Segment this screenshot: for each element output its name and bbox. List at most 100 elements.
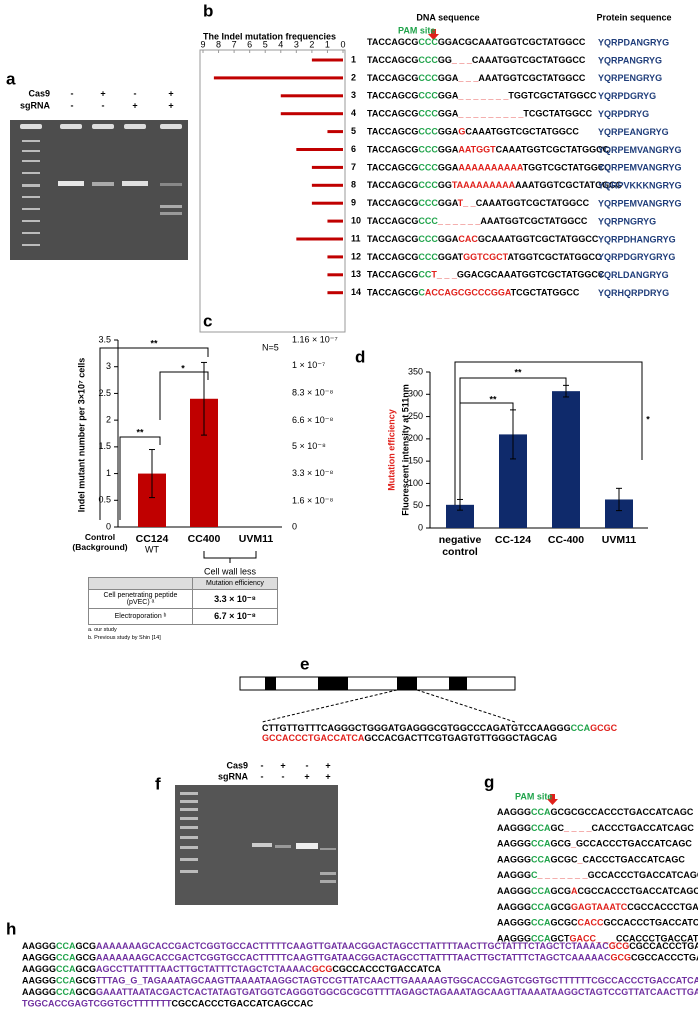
y-tick-label: 50 [413, 500, 423, 510]
row-number: 13 [351, 269, 361, 279]
panel-label: g [484, 772, 494, 791]
sequence-segment: CGCCACCCTGACCATCAGC [627, 902, 698, 912]
x-tick-label: negative control [438, 534, 482, 559]
sequence-segment: GCG [76, 964, 97, 974]
sequence-segment: TACCAGCG [367, 91, 418, 101]
group-bracket [203, 551, 257, 563]
protein-sequence: YQRLDANGRYG [598, 270, 669, 280]
y-tick-label: 200 [408, 433, 423, 443]
sequence-segment: TACCAGCG [367, 216, 418, 226]
sequence-segment: GGA [438, 73, 459, 83]
sequence-segment: CCC [418, 73, 438, 83]
bar [327, 130, 343, 134]
bar [327, 219, 343, 223]
x-tick-label: Control (Background) [72, 532, 128, 552]
sequence-segment: AAGGG [22, 987, 56, 997]
efficiency-table: Mutation efficiency Cell penetrating pep… [88, 577, 279, 642]
sequence-segment: CCA [531, 886, 551, 896]
sequence-segment: GGA [438, 91, 459, 101]
sequence-segment: AAGGG [497, 823, 531, 833]
significance-label: ** [514, 367, 522, 377]
bar [446, 504, 474, 528]
row-number: 1 [351, 54, 356, 64]
y2-tick-label: 3.3 × 10⁻⁸ [292, 468, 334, 478]
plot-frame [199, 49, 346, 333]
sequence: AAGGGCCAGCGAGCCTTATTTTAACTTGCTATTTCTAGCT… [22, 964, 442, 974]
bar [327, 255, 343, 259]
x-tick-label: CC124 [135, 533, 169, 545]
panel-label: h [6, 919, 16, 938]
panel-label: c [203, 311, 212, 330]
sign: + [304, 771, 309, 781]
sequence-segment: C [531, 871, 538, 881]
sequence-segment: AAGGG [497, 839, 531, 849]
significance-label: ** [150, 338, 158, 348]
sequence-segment: GCGC [551, 855, 579, 865]
sequence-segment: CCC [418, 198, 438, 208]
sequence-segment: TGAGTGTTGGGCTAGCAG [442, 733, 557, 743]
sequence-segment: CCA [56, 953, 76, 963]
protein-sequence: YQRHQRPDRYG [598, 288, 669, 298]
sequence-segment: CAC [458, 234, 478, 244]
x-tick-label: 9 [200, 39, 205, 49]
sequence-segment: TACCAGCG [367, 234, 418, 244]
sequence: AAGGGCCAGCG_GCCACCCTGACCATCAGC [497, 839, 692, 849]
y-tick-label: 3 [106, 361, 111, 371]
y2-tick-label: 0 [292, 521, 297, 531]
sequence-segment: ACC [425, 288, 445, 298]
table-cell: 3.3 × 10⁻⁸ [191, 589, 279, 609]
sequence-segment: AAGGG [497, 934, 531, 944]
sequence-segment: CCA [531, 823, 551, 833]
bar [296, 237, 343, 241]
x-tick-label: CC-400 [547, 534, 585, 546]
sequence-segment: GCAAATGGTCGCTATGGCC [478, 234, 599, 244]
sequence: AAGGGCCAGCGAAAAAAAGCACCGACTCGGTGCCACTTTT… [22, 953, 698, 963]
sequence-segment: AAGGG [497, 886, 531, 896]
x-tick-label: 1 [325, 39, 330, 49]
row-number: 4 [351, 108, 356, 118]
sequence-segment: CCA [531, 855, 551, 865]
significance-bracket [99, 347, 209, 520]
footnote: b. Previous study by Shin [14] [88, 634, 161, 641]
y-tick-label: 0.5 [98, 495, 111, 505]
protein-sequence: YQRPDHANGRYG [598, 234, 676, 244]
sequence-segment: AAAAAAAGCACCGACTCGGTGCCACTTTTTCAAGTTGATA… [96, 953, 611, 963]
sequence-segment: C [418, 288, 425, 298]
significance-label: * [646, 414, 650, 424]
sequence-segment: _ _ _ [451, 55, 473, 65]
sequence-segment: AAGGG [22, 941, 56, 951]
sequence-segment: CCACCCTGACCATCAGC [616, 934, 698, 944]
y-axis-title: Mutation efficiency [386, 409, 396, 491]
sequence-segment: CCC [418, 127, 438, 137]
sequence-segment: CCC [418, 109, 438, 119]
protein-sequence: YQRPNGRYG [598, 216, 656, 226]
y-tick-label: 2.5 [98, 388, 111, 398]
sequence: AAGGGCCAGCGACGCCACCCTGACCATCAGC [497, 886, 698, 896]
x-tick-label: 0 [340, 39, 345, 49]
protein-sequence: YQRPENGRYG [598, 73, 662, 83]
sequence-segment: GGA [438, 198, 459, 208]
sequence-segment: GCG [76, 987, 97, 997]
sequence-segment: GAGTAAATC [571, 902, 628, 912]
x-tick-label: 5 [263, 39, 268, 49]
x-tick-label: 4 [278, 39, 283, 49]
sequence: GCCACCCTGACCATCAGCCACGACTTCGTGAGTGTTGGGC… [262, 733, 557, 743]
sequence-segment: CACCCTGACCATCAGC [592, 823, 695, 833]
sequence-segment: GCCACCCTGACCATCAGC [604, 918, 698, 928]
sequence-segment: CCA [531, 902, 551, 912]
sequence-segment: CACC [578, 918, 604, 928]
sequence: AAGGGCCAGCGGAAATTAATACGACTCACTATAGTGATGG… [22, 987, 698, 997]
significance-bracket [454, 361, 643, 505]
row-number: 5 [351, 126, 356, 136]
bar [311, 165, 343, 169]
protein-sequence: YQRPEANGRYG [598, 127, 669, 137]
sign: - [282, 771, 285, 781]
sequence-segment: TGGTCGCTATGGCC [508, 91, 597, 101]
x-tick-label: CC400 [187, 533, 221, 545]
sequence: TACCAGCGCCCGGAGCAAATGGTCGCTATGGCC [367, 127, 579, 137]
sign: + [325, 760, 330, 770]
sequence-segment: _ [577, 855, 584, 865]
footnote: a. our study [88, 627, 117, 633]
sequence-segment: GCGCGCCACCCTGACCATCAGC [551, 807, 694, 817]
